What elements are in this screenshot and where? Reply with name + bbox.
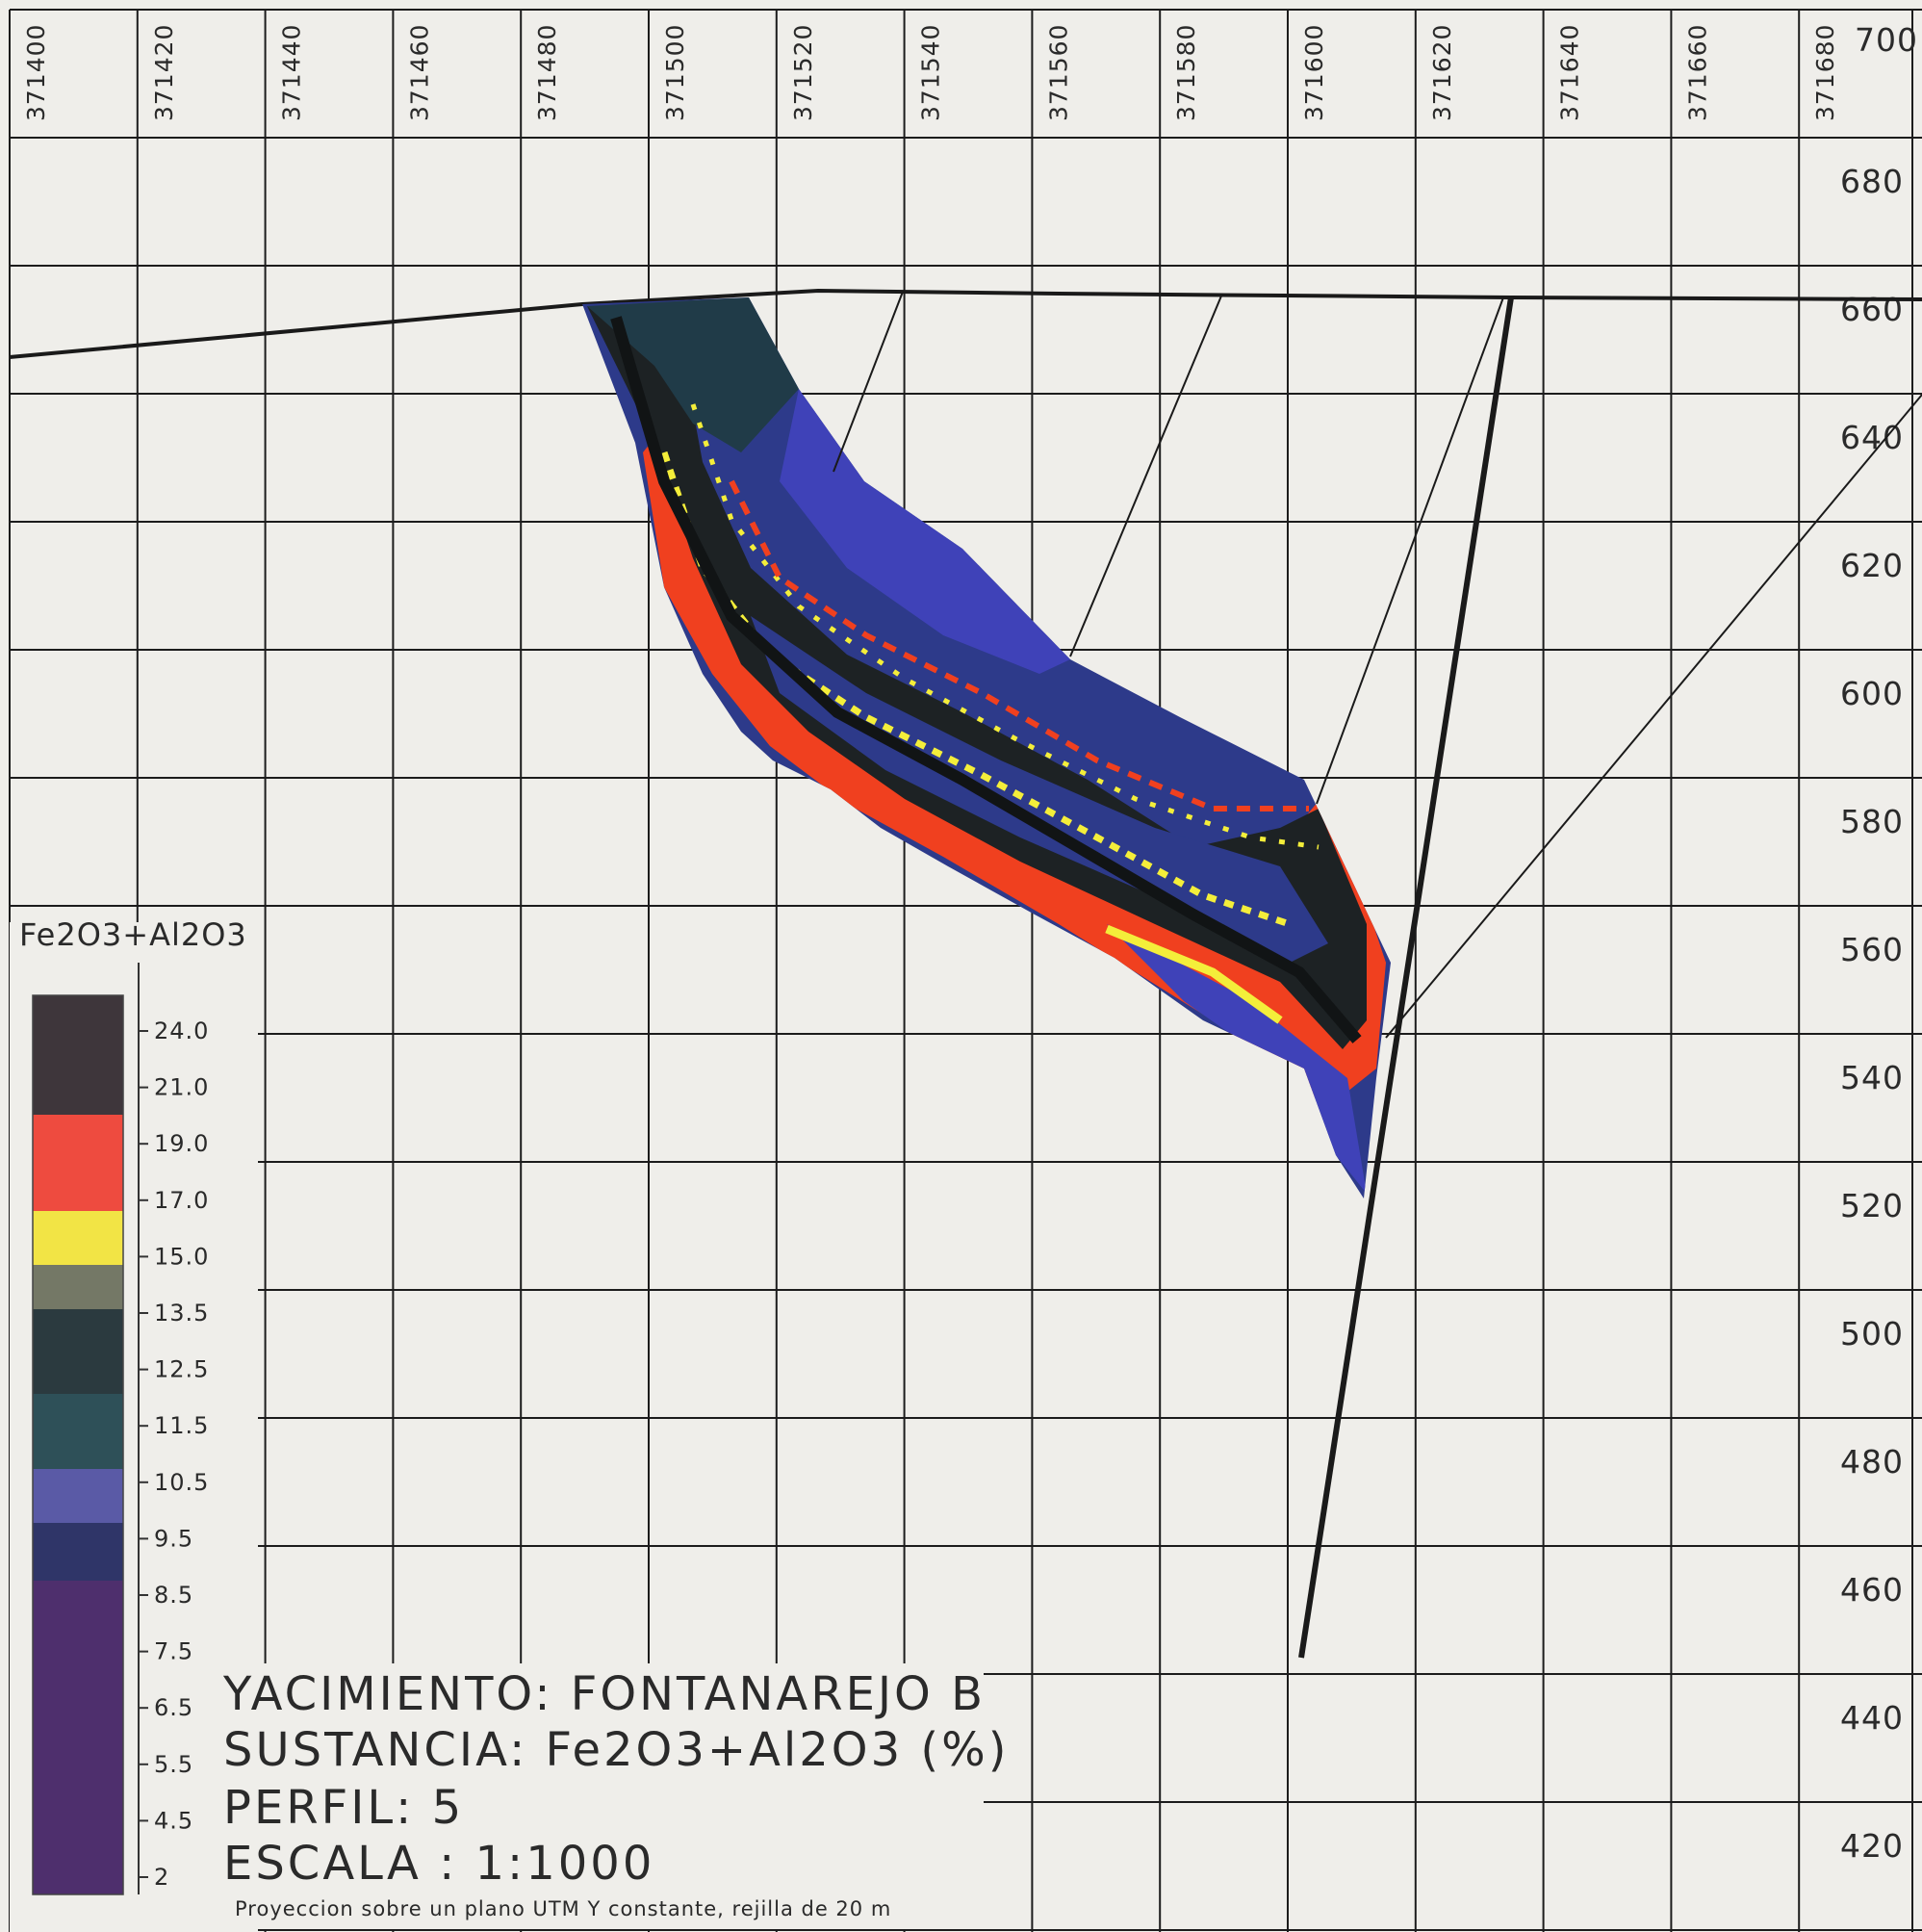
legend-tick-label: 24.0 (154, 1018, 209, 1044)
easting-label: 371660 (1683, 24, 1711, 121)
borehole-line (1316, 296, 1504, 805)
elevation-label: 460 (1840, 1571, 1904, 1609)
legend-tick-label: 12.5 (154, 1356, 209, 1383)
ore-blue-upper (780, 389, 1070, 674)
topographic-surface-line (9, 288, 1922, 359)
elevation-label: 560 (1840, 931, 1904, 968)
legend-tick-labels: 24.0 21.0 19.0 17.0 15.0 13.5 12.5 11.5 10.5 9.5 8… (139, 1018, 209, 1891)
borehole-line (1385, 394, 1922, 1039)
escala-label: ESCALA : 1:1000 (223, 1837, 654, 1891)
title-block: YACIMIENTO: FONTANAREJO B SUSTANCIA: Fe2… (214, 1663, 1009, 1929)
easting-label: 371400 (22, 24, 50, 121)
easting-label: 371440 (278, 24, 306, 121)
easting-label: 371540 (917, 24, 945, 121)
ore-yellow-streak (660, 451, 1292, 928)
legend-color-band (33, 1115, 123, 1211)
yacimiento-label: YACIMIENTO: FONTANAREJO B (222, 1667, 986, 1721)
easting-label: 371480 (533, 24, 561, 121)
legend-tick-label: 21.0 (154, 1074, 209, 1101)
elevation-labels: 700 680 660 640 620 600 580 560 540 520 500 480 460 4… (1840, 21, 1918, 1865)
elevation-label: 440 (1840, 1699, 1904, 1737)
easting-labels: 371400 371420 371440 371460 371480 371500 3715… (22, 24, 1839, 121)
grade-legend: Fe2O3+Al2O3 24.0 21.0 19.0 17.0 15.0 13.5 12.5… (10, 916, 258, 1932)
ore-yellow-streak (690, 403, 1320, 850)
ore-body-grade-model (582, 297, 1391, 1198)
legend-tick-label: 15.0 (154, 1243, 209, 1270)
legend-color-band (33, 1309, 123, 1394)
legend-color-band (33, 1394, 123, 1469)
legend-tick-label: 8.5 (154, 1582, 193, 1609)
elevation-label: 420 (1840, 1827, 1904, 1865)
ore-black-streak (610, 316, 1362, 1043)
legend-color-band (33, 1211, 123, 1265)
legend-tick-label: 5.5 (154, 1751, 193, 1778)
legend-color-band (33, 995, 123, 1115)
elevation-label: 620 (1840, 547, 1904, 584)
borehole-traces (833, 291, 1922, 1659)
easting-label: 371600 (1300, 24, 1328, 121)
easting-label: 371580 (1172, 24, 1200, 121)
easting-label: 371420 (150, 24, 178, 121)
ore-blue-band (751, 616, 1328, 963)
elevation-label: 580 (1840, 803, 1904, 840)
projection-note: Proyeccion sobre un plano UTM Y constant… (235, 1897, 891, 1920)
elevation-label: 540 (1840, 1059, 1904, 1096)
legend-tick-label: 17.0 (154, 1187, 209, 1214)
borehole-line (833, 291, 904, 473)
legend-tick-label: 7.5 (154, 1638, 193, 1665)
elevation-label: 680 (1840, 163, 1904, 200)
legend-tick-label: 19.0 (154, 1130, 209, 1157)
elevation-label: 700 (1855, 21, 1918, 59)
easting-label: 371500 (661, 24, 689, 121)
elevation-label: 520 (1840, 1187, 1904, 1224)
easting-label: 371680 (1811, 24, 1839, 121)
legend-tick-label: 4.5 (154, 1807, 193, 1834)
ore-blue-lower (1107, 924, 1367, 1194)
elevation-label: 640 (1840, 419, 1904, 456)
ore-teal-top (587, 297, 799, 452)
borehole-line (1298, 296, 1514, 1659)
borehole-line (1069, 293, 1223, 657)
legend-title: Fe2O3+Al2O3 (19, 916, 247, 953)
sustancia-label: SUSTANCIA: Fe2O3+Al2O3 (%) (223, 1723, 1009, 1777)
legend-tick-label: 9.5 (154, 1525, 193, 1552)
easting-label: 371640 (1556, 24, 1584, 121)
legend-color-band (33, 1523, 123, 1581)
legend-tick-label: 2 (154, 1864, 169, 1891)
perfil-label: PERFIL: 5 (223, 1781, 464, 1835)
elevation-label: 600 (1840, 675, 1904, 712)
legend-color-bar (32, 963, 140, 1895)
easting-label: 371560 (1044, 24, 1072, 121)
legend-color-band (33, 1581, 123, 1894)
easting-label: 371620 (1428, 24, 1456, 121)
elevation-label: 500 (1840, 1315, 1904, 1352)
easting-label: 371520 (789, 24, 817, 121)
elevation-label: 480 (1840, 1443, 1904, 1481)
legend-color-bar-outline (32, 994, 124, 1895)
legend-color-band (33, 1265, 123, 1309)
legend-color-band (33, 1469, 123, 1523)
legend-tick-label: 10.5 (154, 1469, 209, 1496)
ore-yellow-streak (1105, 924, 1283, 1024)
easting-label: 371460 (405, 24, 433, 121)
legend-tick-label: 13.5 (154, 1300, 209, 1327)
title-block-background (214, 1663, 984, 1929)
legend-tick-label: 6.5 (154, 1694, 193, 1721)
legend-tick-label: 11.5 (154, 1412, 209, 1439)
elevation-label: 660 (1840, 291, 1904, 328)
